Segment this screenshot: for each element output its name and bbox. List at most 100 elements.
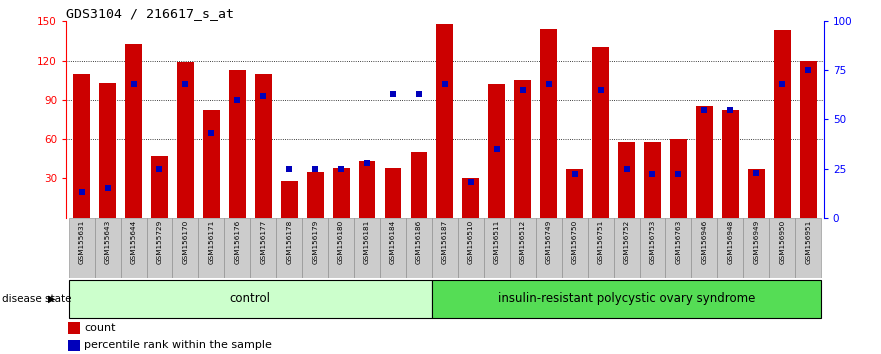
Bar xyxy=(68,339,79,351)
Bar xyxy=(406,218,432,278)
Bar xyxy=(277,218,302,278)
Bar xyxy=(717,218,744,278)
Text: GSM156749: GSM156749 xyxy=(545,219,552,264)
Point xyxy=(567,172,581,177)
Text: GSM156178: GSM156178 xyxy=(286,219,292,264)
Bar xyxy=(121,218,146,278)
Bar xyxy=(540,29,557,218)
Bar xyxy=(722,110,739,218)
Bar xyxy=(592,47,609,218)
Bar xyxy=(536,218,562,278)
Point xyxy=(619,166,633,171)
Bar xyxy=(665,218,692,278)
Text: GSM155631: GSM155631 xyxy=(78,219,85,264)
Bar xyxy=(588,218,613,278)
Point xyxy=(749,170,763,175)
Text: GSM155643: GSM155643 xyxy=(105,219,111,264)
Point xyxy=(75,189,89,195)
Text: percentile rank within the sample: percentile rank within the sample xyxy=(85,341,272,350)
Point xyxy=(775,81,789,87)
Bar xyxy=(225,218,250,278)
Text: GSM156187: GSM156187 xyxy=(442,219,448,264)
Point xyxy=(542,81,556,87)
Bar xyxy=(69,218,94,278)
Bar xyxy=(255,74,271,218)
Text: GSM156184: GSM156184 xyxy=(390,219,396,264)
Point xyxy=(463,179,478,185)
Bar xyxy=(198,218,225,278)
Bar xyxy=(380,218,406,278)
Text: GSM156186: GSM156186 xyxy=(416,219,422,264)
Point xyxy=(256,93,270,99)
Text: GSM156750: GSM156750 xyxy=(572,219,578,264)
Bar xyxy=(302,218,328,278)
Point xyxy=(386,91,400,97)
Text: ▶: ▶ xyxy=(48,294,56,304)
Bar xyxy=(796,218,821,278)
Bar xyxy=(354,218,380,278)
Text: GSM156510: GSM156510 xyxy=(468,219,474,264)
Point xyxy=(230,97,244,103)
Point xyxy=(490,146,504,152)
Text: GSM156511: GSM156511 xyxy=(493,219,500,264)
Bar xyxy=(800,61,817,218)
Text: GSM156180: GSM156180 xyxy=(338,219,344,264)
Bar xyxy=(566,169,583,218)
Text: GSM156170: GSM156170 xyxy=(182,219,189,264)
Point xyxy=(412,91,426,97)
Bar xyxy=(359,161,375,218)
Bar xyxy=(177,62,194,218)
Text: count: count xyxy=(85,323,115,333)
Text: GSM156179: GSM156179 xyxy=(312,219,318,264)
Text: GSM156751: GSM156751 xyxy=(597,219,603,264)
Point xyxy=(127,81,141,87)
Point xyxy=(308,166,322,171)
Text: GSM155729: GSM155729 xyxy=(157,219,162,264)
Text: GSM156948: GSM156948 xyxy=(728,219,733,264)
Text: GDS3104 / 216617_s_at: GDS3104 / 216617_s_at xyxy=(66,7,234,20)
Bar xyxy=(229,70,246,218)
Bar xyxy=(774,30,790,218)
Point xyxy=(594,87,608,93)
Text: insulin-resistant polycystic ovary syndrome: insulin-resistant polycystic ovary syndr… xyxy=(498,292,755,305)
Bar xyxy=(744,218,769,278)
Bar xyxy=(510,218,536,278)
Bar xyxy=(307,172,323,218)
Text: GSM156949: GSM156949 xyxy=(753,219,759,264)
Bar xyxy=(173,218,198,278)
Bar xyxy=(748,169,765,218)
Text: GSM156763: GSM156763 xyxy=(676,219,681,264)
Text: GSM156946: GSM156946 xyxy=(701,219,707,264)
Bar xyxy=(328,218,354,278)
Bar xyxy=(640,218,665,278)
Bar xyxy=(69,280,432,318)
Bar xyxy=(151,156,168,218)
Point xyxy=(698,107,712,113)
Bar xyxy=(385,168,402,218)
Point xyxy=(671,172,685,177)
Point xyxy=(801,68,815,73)
Bar xyxy=(281,181,298,218)
Bar xyxy=(696,106,713,218)
Bar xyxy=(463,178,479,218)
Bar xyxy=(515,80,531,218)
Point xyxy=(360,160,374,166)
Bar xyxy=(146,218,173,278)
Bar xyxy=(488,84,505,218)
Bar xyxy=(618,142,635,218)
Bar xyxy=(203,110,220,218)
Bar xyxy=(100,83,116,218)
Bar xyxy=(432,218,458,278)
Text: control: control xyxy=(230,292,270,305)
Bar xyxy=(484,218,510,278)
Point xyxy=(282,166,296,171)
Bar xyxy=(769,218,796,278)
Point xyxy=(100,185,115,191)
Bar xyxy=(250,218,277,278)
Text: GSM156512: GSM156512 xyxy=(520,219,526,264)
Bar xyxy=(94,218,121,278)
Point xyxy=(152,166,167,171)
Bar xyxy=(670,139,687,218)
Bar xyxy=(436,24,454,218)
Bar xyxy=(125,44,142,218)
